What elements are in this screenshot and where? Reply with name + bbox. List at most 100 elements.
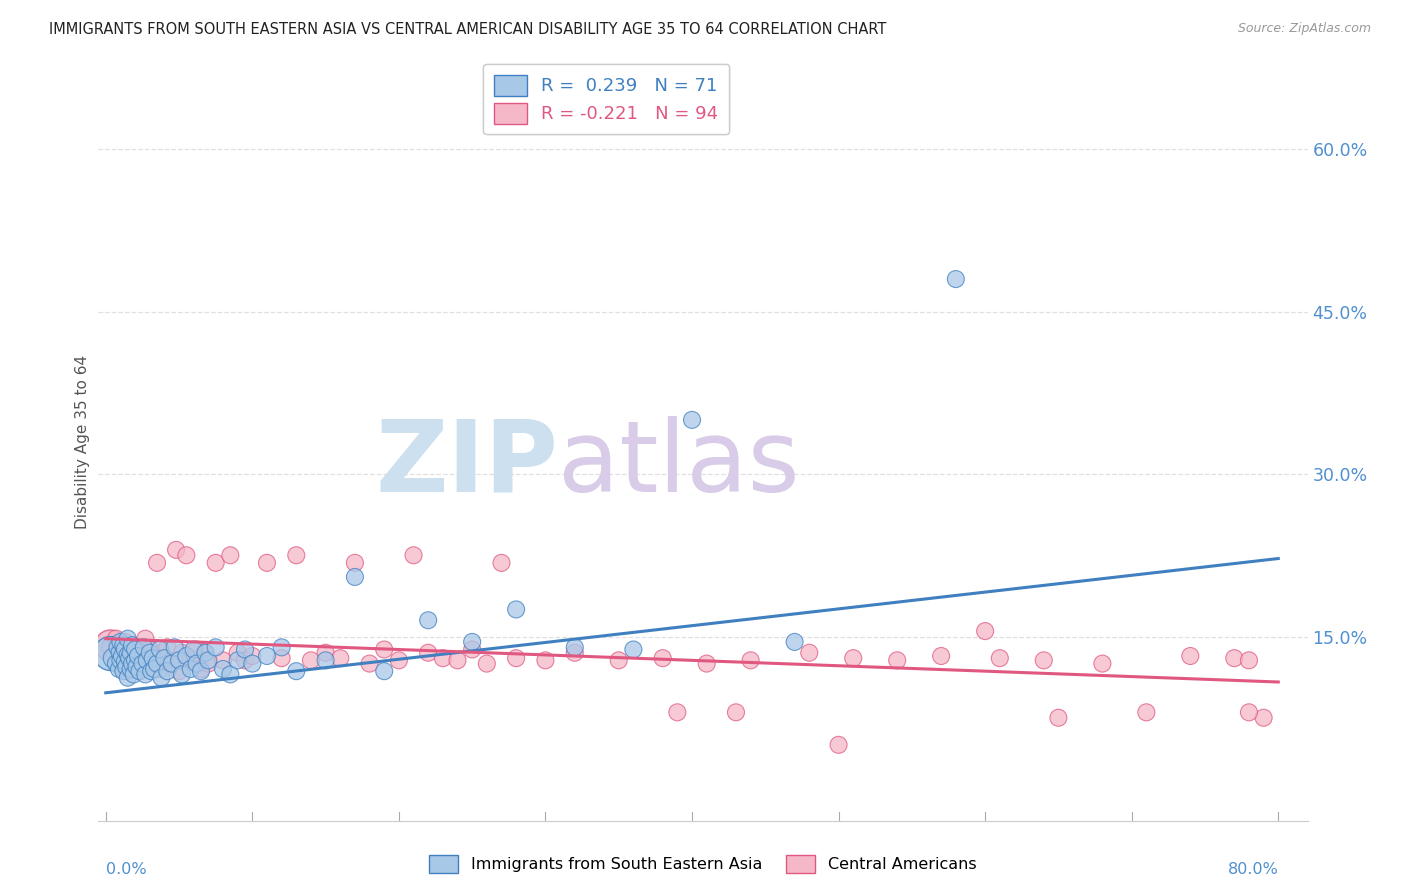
Point: [131, 646, 153, 660]
Point: [127, 640, 149, 655]
Point: [681, 413, 703, 427]
Text: 80.0%: 80.0%: [1227, 862, 1278, 877]
Point: [124, 657, 146, 671]
Point: [783, 635, 806, 649]
Text: ZIP: ZIP: [375, 416, 558, 513]
Point: [108, 662, 131, 676]
Point: [724, 706, 747, 720]
Point: [100, 640, 122, 655]
Point: [233, 642, 256, 657]
Point: [115, 651, 138, 665]
Point: [359, 657, 381, 671]
Point: [343, 556, 366, 570]
Point: [121, 638, 143, 652]
Point: [1180, 648, 1202, 663]
Point: [988, 651, 1011, 665]
Point: [112, 638, 135, 652]
Point: [666, 706, 689, 720]
Point: [167, 664, 190, 678]
Point: [131, 657, 153, 671]
Point: [329, 651, 352, 665]
Point: [156, 664, 179, 678]
Point: [107, 640, 129, 655]
Point: [105, 657, 128, 671]
Point: [226, 653, 249, 667]
Point: [124, 653, 146, 667]
Point: [190, 662, 212, 676]
Text: IMMIGRANTS FROM SOUTH EASTERN ASIA VS CENTRAL AMERICAN DISABILITY AGE 35 TO 64 C: IMMIGRANTS FROM SOUTH EASTERN ASIA VS CE…: [49, 22, 887, 37]
Point: [270, 640, 292, 655]
Point: [108, 642, 131, 657]
Point: [117, 671, 139, 685]
Point: [103, 648, 125, 663]
Point: [256, 556, 278, 570]
Point: [107, 657, 129, 671]
Point: [1135, 706, 1157, 720]
Point: [1032, 653, 1054, 667]
Point: [127, 648, 149, 663]
Point: [165, 542, 187, 557]
Point: [974, 624, 997, 639]
Point: [204, 556, 226, 570]
Point: [1253, 711, 1275, 725]
Point: [153, 653, 176, 667]
Point: [402, 548, 425, 563]
Point: [799, 646, 821, 660]
Point: [135, 660, 157, 674]
Point: [373, 642, 395, 657]
Point: [117, 648, 139, 662]
Point: [475, 657, 498, 671]
Point: [117, 640, 139, 655]
Point: [110, 653, 132, 667]
Point: [1237, 706, 1260, 720]
Point: [194, 646, 217, 660]
Point: [197, 653, 219, 667]
Point: [105, 632, 128, 646]
Point: [564, 646, 586, 660]
Point: [138, 646, 160, 660]
Point: [827, 738, 849, 752]
Point: [418, 646, 440, 660]
Point: [143, 651, 166, 665]
Y-axis label: Disability Age 35 to 64: Disability Age 35 to 64: [75, 354, 90, 529]
Point: [240, 648, 263, 663]
Point: [842, 651, 865, 665]
Point: [120, 653, 142, 667]
Point: [118, 651, 141, 665]
Point: [1091, 657, 1114, 671]
Point: [111, 648, 134, 663]
Point: [170, 667, 193, 681]
Point: [651, 651, 673, 665]
Point: [121, 662, 143, 676]
Point: [132, 640, 155, 655]
Point: [183, 642, 205, 657]
Point: [120, 646, 142, 660]
Text: atlas: atlas: [558, 416, 800, 513]
Point: [256, 648, 278, 663]
Point: [534, 653, 557, 667]
Point: [134, 667, 156, 681]
Point: [299, 653, 322, 667]
Point: [124, 642, 146, 657]
Point: [121, 657, 143, 671]
Point: [315, 646, 337, 660]
Point: [132, 653, 155, 667]
Point: [101, 651, 124, 665]
Point: [197, 657, 219, 671]
Point: [128, 664, 150, 678]
Point: [150, 671, 173, 685]
Point: [121, 638, 143, 652]
Point: [212, 662, 235, 676]
Point: [190, 664, 212, 678]
Point: [373, 664, 395, 678]
Point: [115, 660, 138, 674]
Point: [120, 662, 142, 676]
Point: [186, 642, 208, 657]
Point: [1223, 651, 1246, 665]
Point: [163, 640, 186, 655]
Point: [122, 651, 145, 665]
Point: [226, 646, 249, 660]
Point: [112, 664, 135, 678]
Point: [117, 664, 139, 678]
Point: [285, 548, 308, 563]
